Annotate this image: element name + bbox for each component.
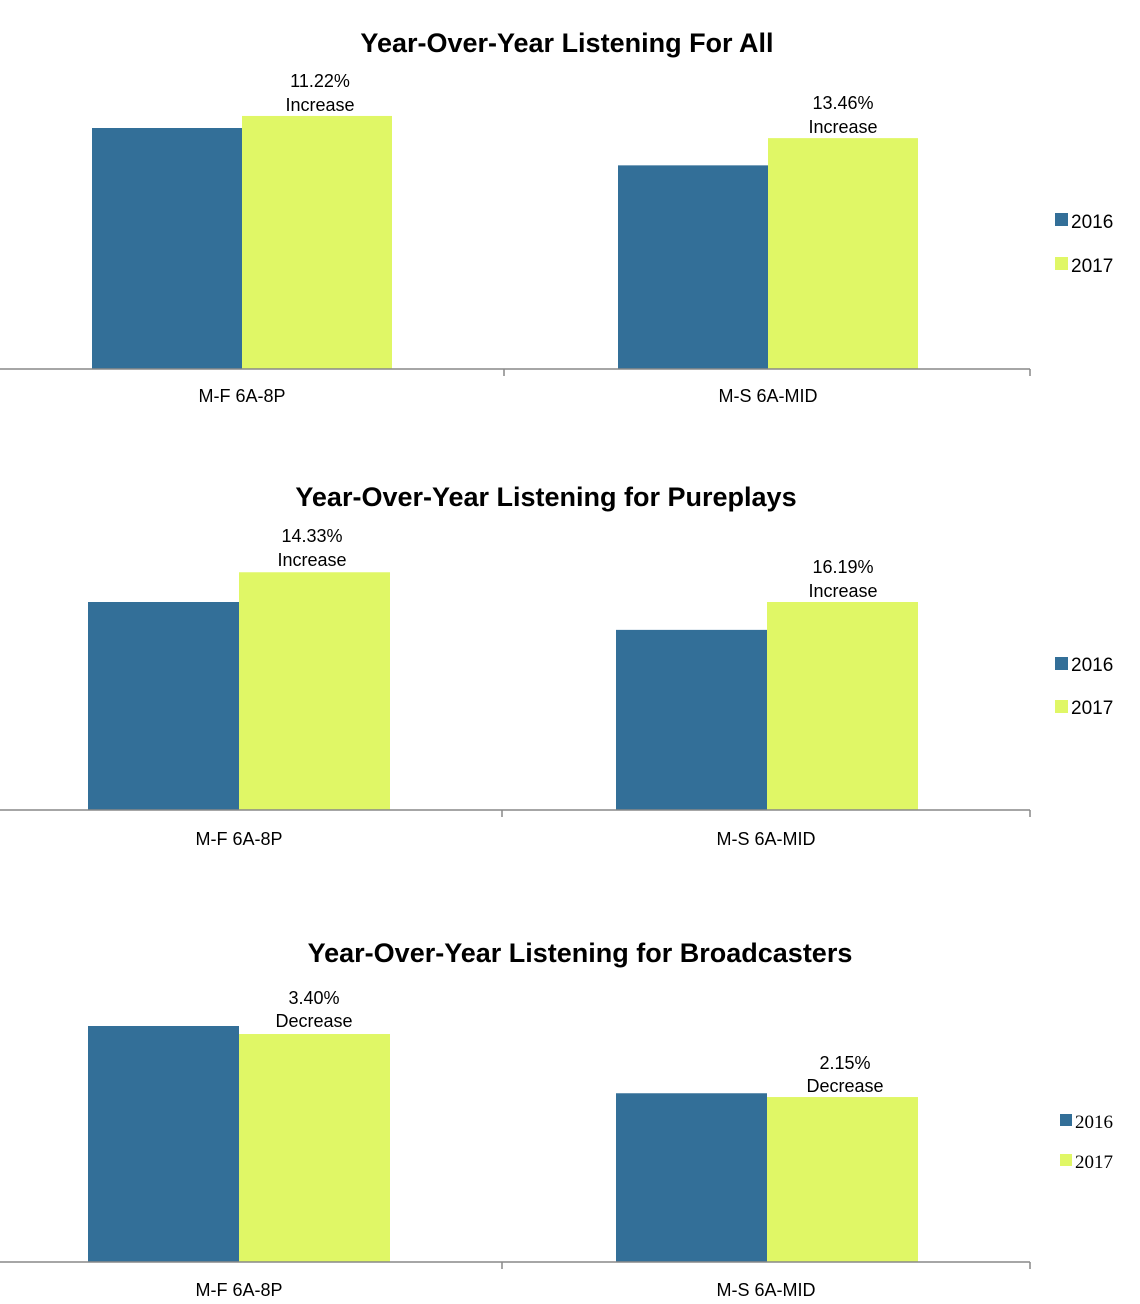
annotation-line2: Increase — [808, 117, 877, 137]
legend-swatch-2016 — [1060, 1114, 1072, 1126]
chart-title: Year-Over-Year Listening for Broadcaster… — [308, 938, 853, 968]
bar-2017-1 — [767, 602, 918, 810]
bar-2017-1 — [768, 138, 918, 369]
legend: 2016 2017 — [1060, 1112, 1113, 1173]
bar-2017-0 — [239, 1034, 390, 1262]
legend-label-2017: 2017 — [1071, 256, 1113, 277]
annotation-line1: 11.22% — [290, 71, 350, 91]
annotation: 2.15% Decrease — [806, 1053, 883, 1096]
annotation-line2: Increase — [808, 581, 877, 601]
annotation-line1: 14.33% — [281, 526, 342, 546]
chart-all-svg: Year-Over-Year Listening For All M-F 6A-… — [0, 28, 1113, 406]
legend-swatch-2016 — [1055, 213, 1068, 226]
category-label: M-F 6A-8P — [195, 829, 282, 849]
category-label: M-F 6A-8P — [195, 1280, 282, 1300]
chart-all: Year-Over-Year Listening For All M-F 6A-… — [0, 0, 1140, 440]
legend-label-2017: 2017 — [1071, 698, 1113, 719]
chart-broadcasters: Year-Over-Year Listening for Broadcaster… — [0, 880, 1140, 1304]
legend-label-2016: 2016 — [1075, 1112, 1113, 1133]
annotation: 16.19% Increase — [808, 557, 877, 601]
annotation-line1: 2.15% — [819, 1053, 870, 1073]
legend-swatch-2017 — [1055, 700, 1068, 713]
bars — [88, 1026, 918, 1262]
annotation-line1: 16.19% — [812, 557, 873, 577]
legend: 2016 2017 — [1055, 212, 1113, 277]
annotation: 3.40% Decrease — [275, 988, 352, 1031]
legend-swatch-2016 — [1055, 657, 1068, 670]
legend: 2016 2017 — [1055, 655, 1113, 719]
annotation-line1: 3.40% — [288, 988, 339, 1008]
category-label: M-F 6A-8P — [198, 386, 285, 406]
bar-2016-1 — [618, 165, 768, 369]
annotation-line2: Decrease — [806, 1076, 883, 1096]
category-label: M-S 6A-MID — [717, 829, 816, 849]
bars — [92, 115, 918, 369]
category-label: M-S 6A-MID — [719, 386, 818, 406]
legend-label-2016: 2016 — [1071, 212, 1113, 233]
annotation-line1: 13.46% — [812, 93, 873, 113]
chart-pureplays: Year-Over-Year Listening for Pureplays M… — [0, 440, 1140, 880]
annotation: 13.46% Increase — [808, 93, 877, 137]
legend-swatch-2017 — [1055, 257, 1068, 270]
category-label: M-S 6A-MID — [717, 1280, 816, 1300]
bar-2016-0 — [88, 602, 239, 810]
bar-2016-1 — [616, 629, 767, 810]
chart-broadcasters-svg: Year-Over-Year Listening for Broadcaster… — [0, 938, 1113, 1300]
bar-2017-0 — [239, 572, 390, 810]
annotation: 14.33% Increase — [277, 526, 346, 570]
bar-2016-0 — [88, 1026, 239, 1262]
legend-swatch-2017 — [1060, 1154, 1072, 1166]
bars — [88, 572, 918, 810]
chart-pureplays-svg: Year-Over-Year Listening for Pureplays M… — [0, 482, 1113, 849]
legend-label-2016: 2016 — [1071, 655, 1113, 676]
bar-2016-0 — [92, 128, 242, 369]
bar-2016-1 — [616, 1093, 767, 1262]
chart-title: Year-Over-Year Listening For All — [360, 28, 773, 58]
chart-title: Year-Over-Year Listening for Pureplays — [295, 482, 796, 512]
annotation-line2: Increase — [277, 550, 346, 570]
bar-2017-1 — [767, 1097, 918, 1262]
annotation-line2: Increase — [285, 95, 354, 115]
annotation: 11.22% Increase — [285, 71, 354, 115]
annotation-line2: Decrease — [275, 1011, 352, 1031]
bar-2017-0 — [242, 115, 392, 369]
legend-label-2017: 2017 — [1075, 1152, 1113, 1173]
